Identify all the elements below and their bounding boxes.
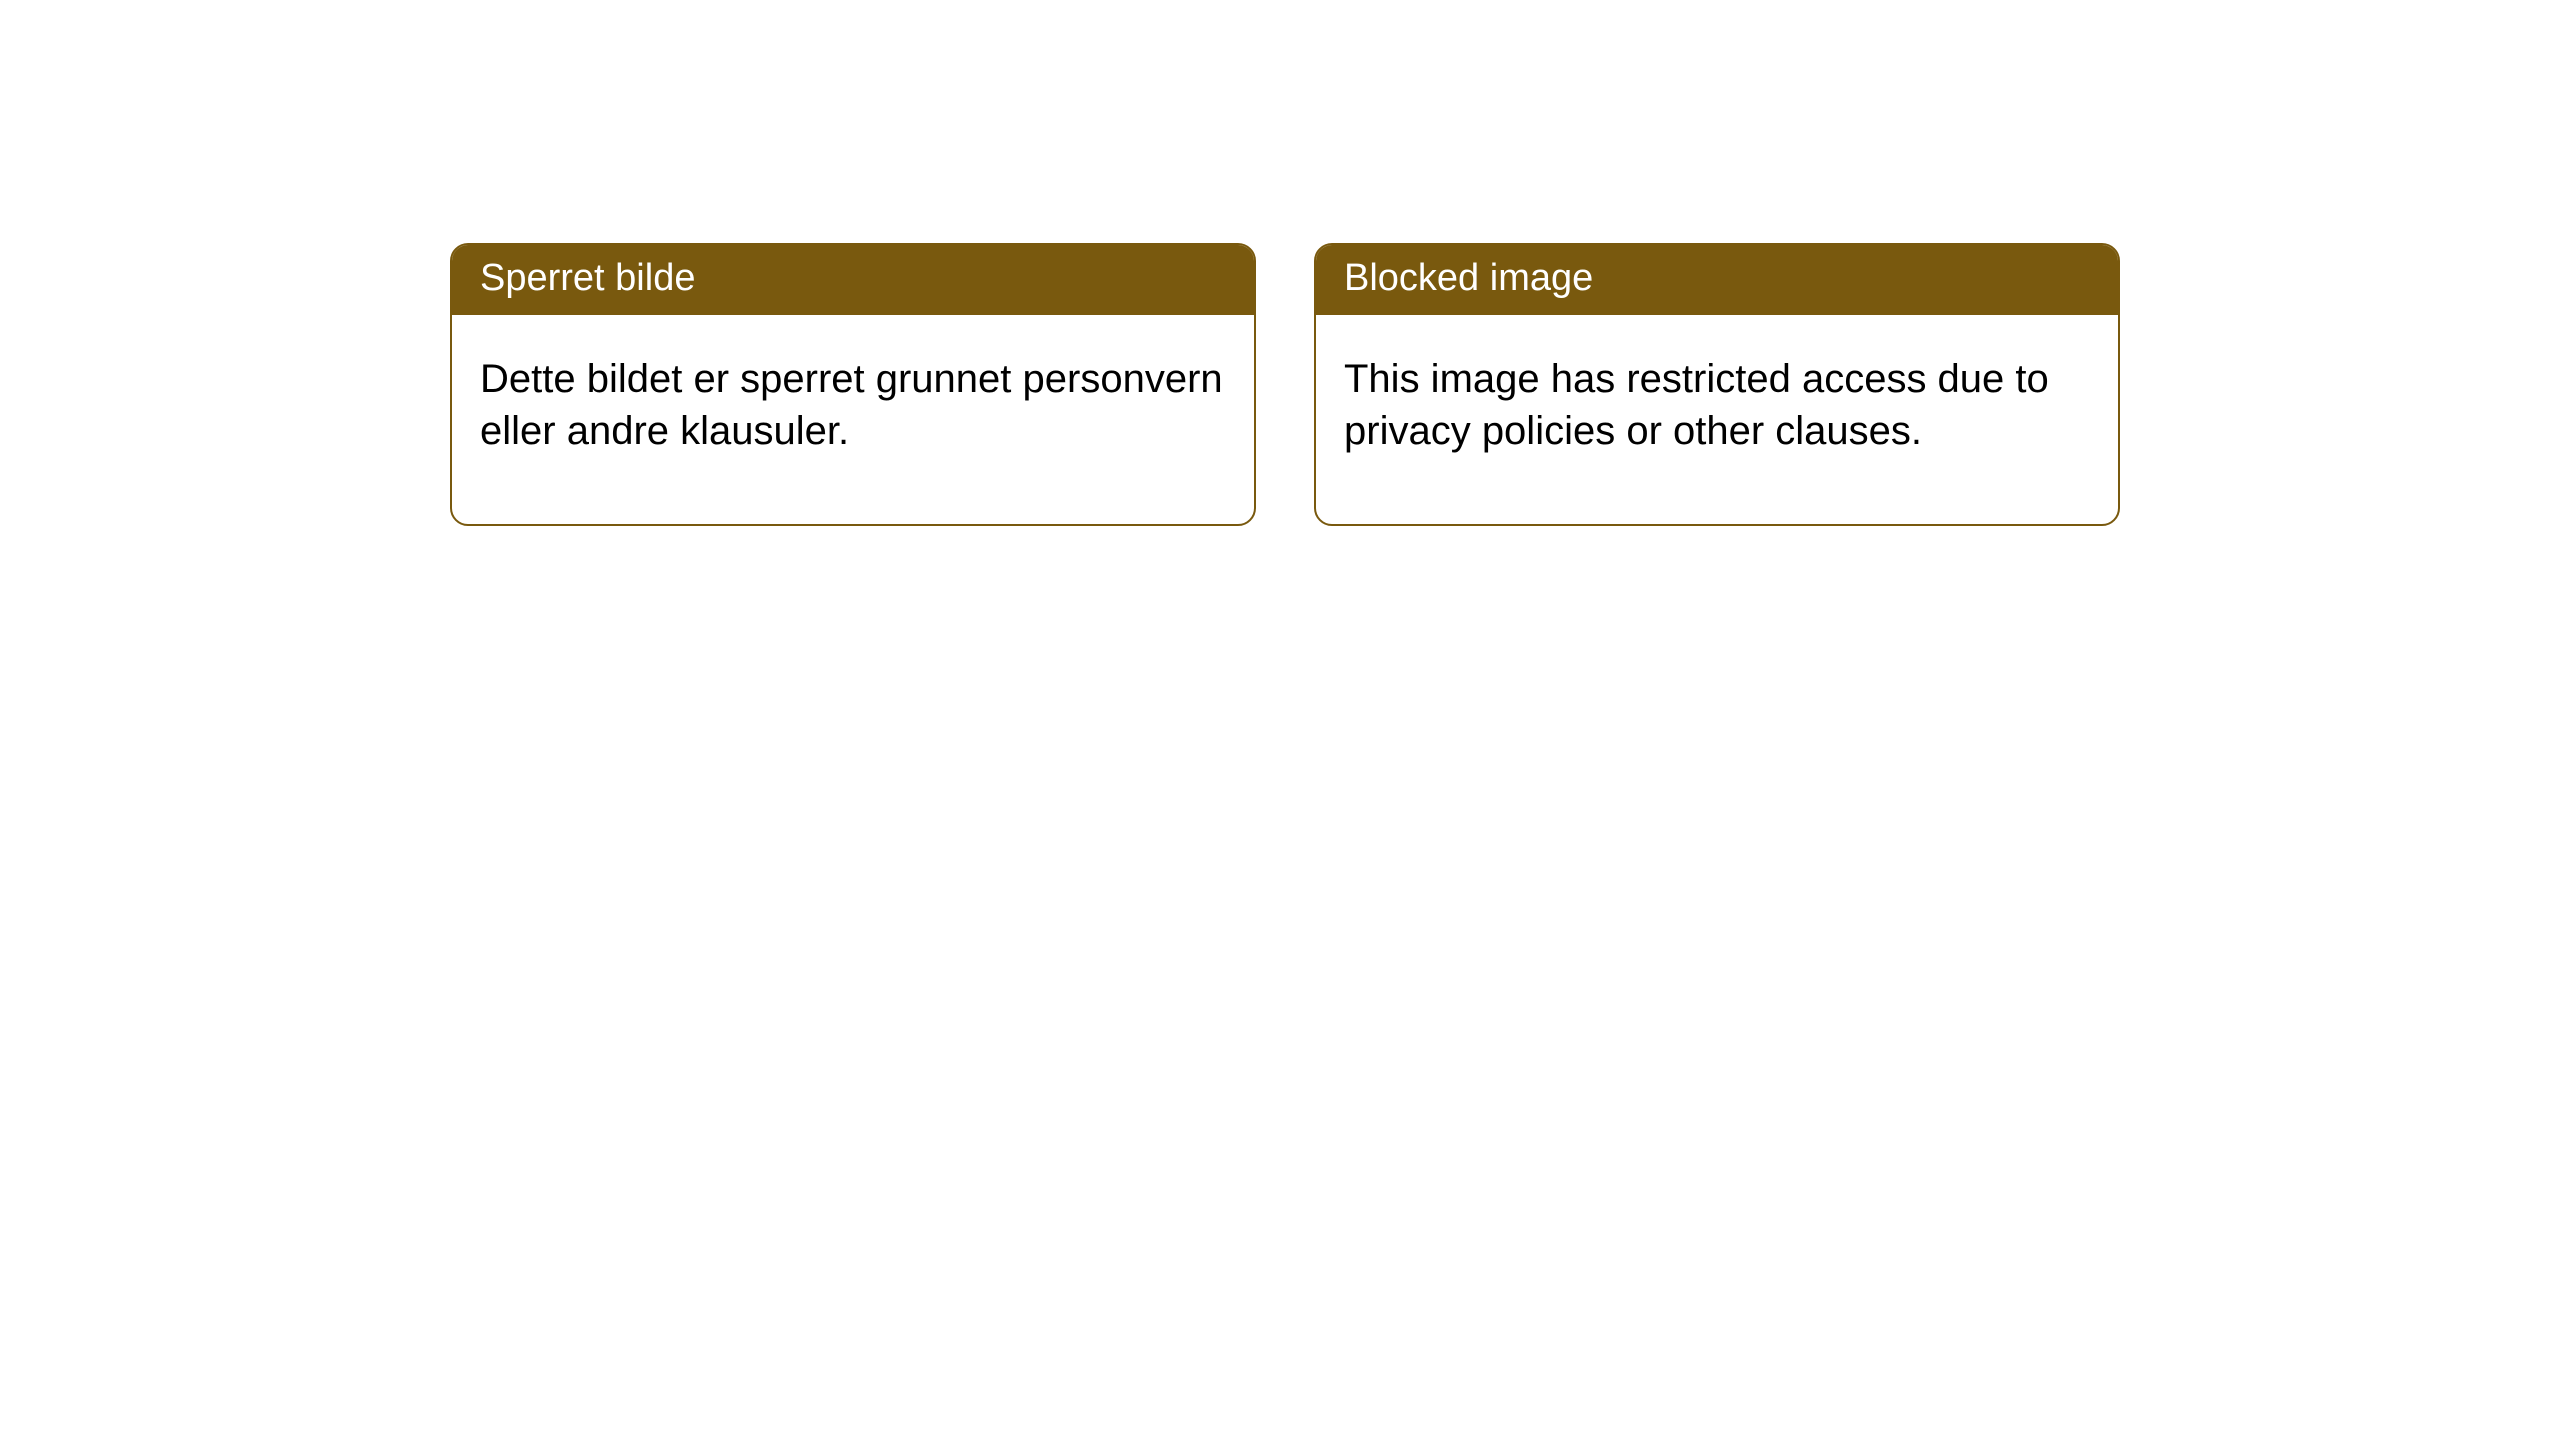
notice-body: Dette bildet er sperret grunnet personve… [452, 315, 1254, 525]
notice-container: Sperret bilde Dette bildet er sperret gr… [0, 0, 2560, 526]
notice-card-english: Blocked image This image has restricted … [1314, 243, 2120, 526]
notice-body: This image has restricted access due to … [1316, 315, 2118, 525]
notice-header: Blocked image [1316, 245, 2118, 315]
notice-card-norwegian: Sperret bilde Dette bildet er sperret gr… [450, 243, 1256, 526]
notice-header: Sperret bilde [452, 245, 1254, 315]
